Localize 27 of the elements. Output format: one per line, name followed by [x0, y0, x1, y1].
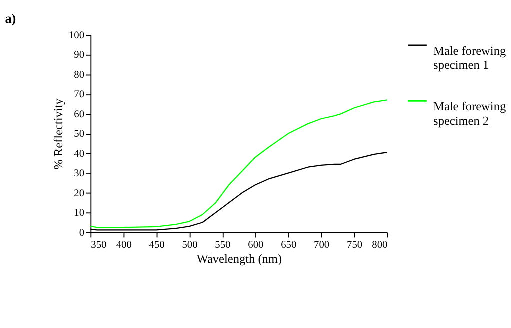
x-tick-label: 500	[182, 240, 198, 252]
y-tick-label: 70	[74, 90, 85, 101]
y-tick-label: 60	[74, 109, 85, 120]
y-tick-label: 20	[74, 188, 85, 200]
text: a)	[5, 10, 16, 26]
y-tick-label: 0	[79, 228, 85, 239]
y-tick-label: 40	[74, 148, 85, 160]
x-tick-label: 750	[347, 240, 363, 252]
x-axis-title: Wavelength (nm)	[196, 252, 282, 266]
y-tick-label: 90	[74, 50, 85, 62]
y-tick-label: 80	[74, 70, 85, 81]
x-tick-label: 550	[215, 240, 231, 252]
x-tick-label: 700	[314, 240, 330, 252]
x-tick-label: 400	[116, 240, 132, 252]
x-tick-label: 600	[248, 240, 264, 252]
x-tick-label: 800	[372, 240, 388, 252]
x-tick-label: 450	[149, 240, 165, 252]
x-tick-label: 350	[91, 240, 107, 252]
y-tick-label: 100	[68, 30, 85, 42]
y-axis-title: % Reflectivity	[51, 98, 66, 170]
y-tick-label: 10	[74, 208, 85, 220]
line-series	[90, 100, 388, 228]
legend-label: Male forewing specimen 2	[434, 100, 506, 128]
x-tick-label: 650	[281, 240, 297, 252]
y-tick-label: 50	[74, 129, 85, 140]
legend-label: Male forewing specimen 1	[434, 44, 506, 72]
y-tick-label: 30	[74, 168, 85, 180]
